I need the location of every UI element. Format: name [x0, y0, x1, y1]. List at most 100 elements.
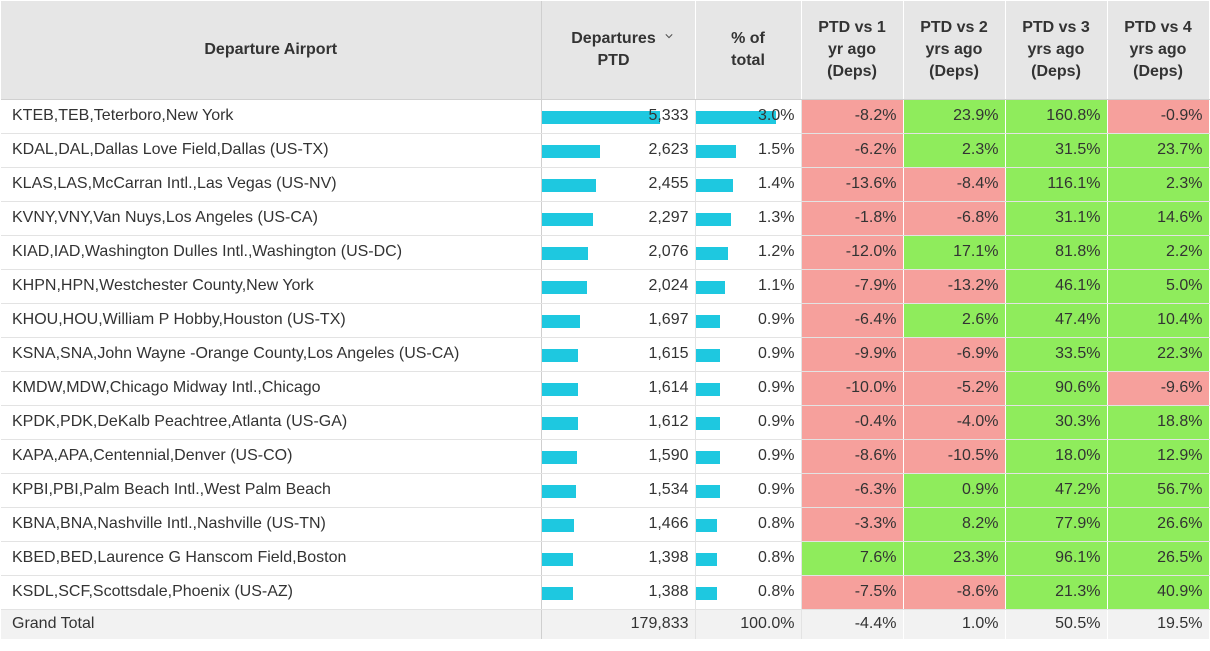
share-bar [695, 212, 731, 226]
share-cell: 0.9% [695, 337, 802, 372]
change-vs2-cell: 8.2% [903, 507, 1006, 542]
change-vs1-cell: -8.2% [801, 99, 904, 134]
header-vs3-label: PTD vs 3 yrs ago (Deps) [1022, 18, 1090, 80]
share-bar [695, 280, 725, 294]
change-vs4-cell: 18.8% [1107, 405, 1210, 440]
share-value: 0.9% [758, 311, 795, 328]
table-row[interactable]: KMDW,MDW,Chicago Midway Intl.,Chicago 1,6… [1, 371, 1210, 406]
table-header: Departure Airport Departures PTD % of to… [1, 1, 1210, 100]
departures-cell: 2,297 [541, 201, 696, 236]
share-cell: 0.9% [695, 439, 802, 474]
departures-value: 179,833 [630, 615, 689, 633]
change-vs4-cell: 2.3% [1107, 167, 1210, 202]
change-vs1-cell: -1.8% [801, 201, 904, 236]
departures-value: 1,534 [648, 481, 689, 498]
airport-name: KAPA,APA,Centennial,Denver (US-CO) [1, 439, 542, 474]
header-departures-label: Departures PTD [571, 29, 656, 69]
departures-bar [541, 348, 578, 362]
header-departures-ptd[interactable]: Departures PTD [541, 1, 696, 100]
table-row[interactable]: KSNA,SNA,John Wayne -Orange County,Los A… [1, 337, 1210, 372]
table-row[interactable]: KIAD,IAD,Washington Dulles Intl.,Washing… [1, 235, 1210, 270]
departures-bar [541, 280, 587, 294]
share-cell: 1.2% [695, 235, 802, 270]
header-ptd-vs-4yrs[interactable]: PTD vs 4 yrs ago (Deps) [1107, 1, 1210, 100]
departures-value: 1,590 [648, 447, 689, 464]
departures-bar [541, 416, 578, 430]
change-vs4-cell: 40.9% [1107, 575, 1210, 610]
change-vs2-cell: -4.0% [903, 405, 1006, 440]
departures-value: 2,024 [648, 277, 689, 294]
change-vs2-cell: 2.3% [903, 133, 1006, 168]
change-vs2-cell: 23.9% [903, 99, 1006, 134]
departures-cell: 1,615 [541, 337, 696, 372]
table-row[interactable]: KLAS,LAS,McCarran Intl.,Las Vegas (US-NV… [1, 167, 1210, 202]
change-vs1-cell: -7.9% [801, 269, 904, 304]
header-row: Departure Airport Departures PTD % of to… [1, 1, 1210, 100]
header-ptd-vs-3yrs[interactable]: PTD vs 3 yrs ago (Deps) [1005, 1, 1108, 100]
departures-value: 2,623 [648, 141, 689, 158]
share-cell: 0.9% [695, 303, 802, 338]
share-cell: 1.3% [695, 201, 802, 236]
table-row[interactable]: KHOU,HOU,William P Hobby,Houston (US-TX)… [1, 303, 1210, 338]
change-vs2-cell: -6.8% [903, 201, 1006, 236]
airport-name: KHPN,HPN,Westchester County,New York [1, 269, 542, 304]
change-vs4-cell: 14.6% [1107, 201, 1210, 236]
change-vs1-cell: -0.4% [801, 405, 904, 440]
change-vs3-cell: 47.2% [1005, 473, 1108, 508]
table-row[interactable]: KBNA,BNA,Nashville Intl.,Nashville (US-T… [1, 507, 1210, 542]
change-vs2-cell: 0.9% [903, 473, 1006, 508]
change-vs2-cell: -8.6% [903, 575, 1006, 610]
table-row[interactable]: KDAL,DAL,Dallas Love Field,Dallas (US-TX… [1, 133, 1210, 168]
departures-value: 2,455 [648, 175, 689, 192]
share-value: 0.8% [758, 583, 795, 600]
change-vs3-cell: 96.1% [1005, 541, 1108, 576]
share-bar [695, 348, 720, 362]
change-vs2-cell: -5.2% [903, 371, 1006, 406]
table-row[interactable]: KBED,BED,Laurence G Hanscom Field,Boston… [1, 541, 1210, 576]
change-vs4-cell: 2.2% [1107, 235, 1210, 270]
change-vs3-cell: 116.1% [1005, 167, 1108, 202]
airport-name: KBNA,BNA,Nashville Intl.,Nashville (US-T… [1, 507, 542, 542]
departures-bar [541, 450, 577, 464]
change-vs1-cell: -10.0% [801, 371, 904, 406]
airport-name: KSNA,SNA,John Wayne -Orange County,Los A… [1, 337, 542, 372]
table-row[interactable]: KHPN,HPN,Westchester County,New York 2,02… [1, 269, 1210, 304]
departures-cell: 1,614 [541, 371, 696, 406]
departures-bar [541, 144, 600, 158]
share-cell: 1.4% [695, 167, 802, 202]
share-value: 100.0% [740, 615, 795, 633]
change-vs1-cell: -6.4% [801, 303, 904, 338]
departures-cell: 2,455 [541, 167, 696, 202]
departures-value: 1,466 [648, 515, 689, 532]
header-ptd-vs-2yrs[interactable]: PTD vs 2 yrs ago (Deps) [903, 1, 1006, 100]
header-departure-airport[interactable]: Departure Airport [1, 1, 542, 100]
change-vs1-cell: -3.3% [801, 507, 904, 542]
change-vs1-cell: -13.6% [801, 167, 904, 202]
share-value: 0.9% [758, 379, 795, 396]
chevron-down-icon[interactable] [664, 32, 673, 40]
change-vs2-cell: -6.9% [903, 337, 1006, 372]
header-percent-of-total[interactable]: % of total [695, 1, 802, 100]
table-row[interactable]: KVNY,VNY,Van Nuys,Los Angeles (US-CA) 2,2… [1, 201, 1210, 236]
table-row[interactable]: KAPA,APA,Centennial,Denver (US-CO) 1,590 0… [1, 439, 1210, 474]
header-ptd-vs-1yr[interactable]: PTD vs 1 yr ago (Deps) [801, 1, 904, 100]
share-bar [695, 450, 720, 464]
share-value: 1.5% [758, 141, 795, 158]
change-vs3-cell: 31.1% [1005, 201, 1108, 236]
departures-cell: 1,466 [541, 507, 696, 542]
airport-name: KPDK,PDK,DeKalb Peachtree,Atlanta (US-GA… [1, 405, 542, 440]
share-bar [695, 246, 728, 260]
header-vs4-label: PTD vs 4 yrs ago (Deps) [1124, 18, 1192, 80]
header-vs1-label: PTD vs 1 yr ago (Deps) [818, 18, 886, 80]
departures-cell: 2,623 [541, 133, 696, 168]
table-row[interactable]: KPBI,PBI,Palm Beach Intl.,West Palm Beac… [1, 473, 1210, 508]
table-row[interactable]: KSDL,SCF,Scottsdale,Phoenix (US-AZ) 1,388… [1, 575, 1210, 610]
share-bar [695, 144, 736, 158]
table-row[interactable]: KTEB,TEB,Teterboro,New York 5,333 3.0% -8.2… [1, 99, 1210, 134]
departures-value: 1,615 [648, 345, 689, 362]
change-vs4-cell: 12.9% [1107, 439, 1210, 474]
grand-total-row[interactable]: Grand Total 179,833 100.0% -4.4% 1.0% 50.5% 19… [1, 609, 1210, 639]
share-bar [695, 110, 776, 124]
table-row[interactable]: KPDK,PDK,DeKalb Peachtree,Atlanta (US-GA… [1, 405, 1210, 440]
share-cell: 1.1% [695, 269, 802, 304]
